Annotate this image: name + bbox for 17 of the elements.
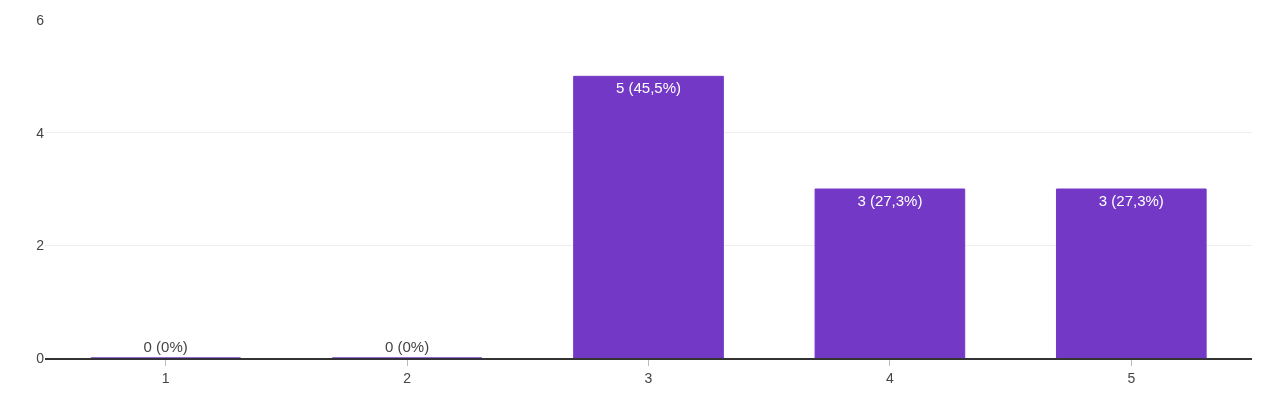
data-label: 0 (0%) (385, 338, 430, 355)
data-label: 0 (0%) (143, 338, 188, 355)
x-tick-label: 5 (1127, 369, 1136, 386)
data-label: 3 (27,3%) (1098, 192, 1164, 209)
y-tick-label: 4 (36, 124, 45, 141)
x-tick-label: 1 (161, 369, 170, 386)
bar (1055, 188, 1207, 358)
y-tick-label: 2 (36, 237, 45, 254)
y-tick-label: 0 (36, 349, 45, 366)
data-label: 3 (27,3%) (857, 192, 923, 209)
x-tick-label: 3 (644, 369, 653, 386)
bar (573, 75, 724, 358)
bar (814, 188, 966, 358)
x-tick-label: 2 (403, 369, 412, 386)
x-tick-label: 4 (886, 369, 894, 386)
y-tick-label: 6 (36, 11, 45, 28)
data-label: 5 (45,5%) (615, 79, 682, 97)
